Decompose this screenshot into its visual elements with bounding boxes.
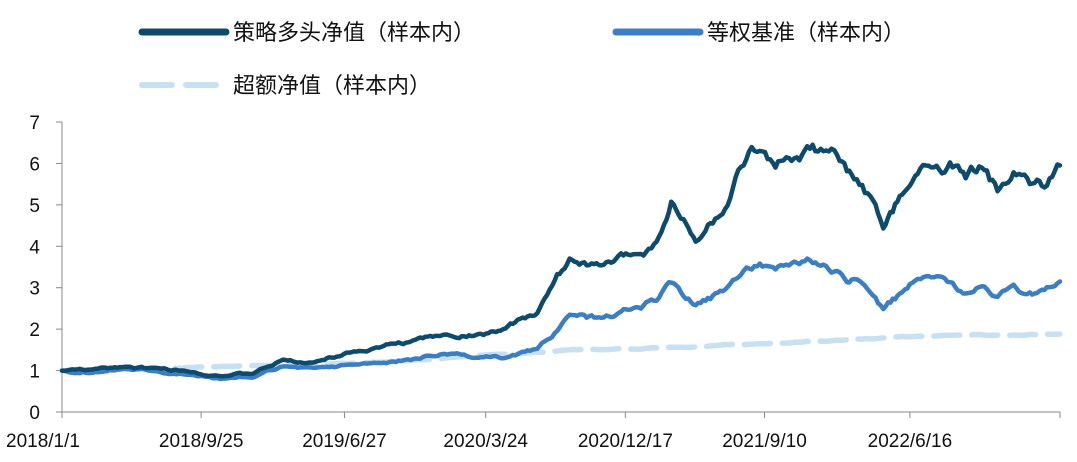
axes: 0 1 2 3 4 5 6 7 2018/1/1 2018/9/25 2019/6/27 2020/3… <box>6 113 1061 452</box>
y-tick-label: 6 <box>29 154 40 175</box>
series-line-2 <box>59 256 1063 382</box>
y-tick-label: 4 <box>29 237 40 258</box>
y-tick-label: 2 <box>29 320 40 341</box>
x-tick-label: 2018/1/1 <box>6 431 80 452</box>
series-line-1 <box>59 142 1063 379</box>
plot-area <box>59 142 1063 382</box>
x-tick-label: 2020/12/17 <box>578 431 673 452</box>
x-tick-label: 2018/9/25 <box>159 431 244 452</box>
legend-label: 策略多头净值（样本内） <box>233 21 475 46</box>
legend-label: 超额净值（样本内） <box>233 74 431 99</box>
legend-label: 等权基准（样本内） <box>707 21 905 46</box>
legend: 策略多头净值（样本内） 等权基准（样本内） 超额净值（样本内） <box>138 21 905 99</box>
y-tick-label: 5 <box>29 196 40 217</box>
y-tick-label: 7 <box>29 113 40 134</box>
legend-item-2: 等权基准（样本内） <box>612 21 905 46</box>
series-line-3 <box>59 331 1063 374</box>
y-tick-label: 1 <box>29 362 40 383</box>
x-tick-label: 2021/9/10 <box>722 431 807 452</box>
x-tick-label: 2022/6/16 <box>868 431 953 452</box>
x-tick-label: 2019/6/27 <box>302 431 387 452</box>
x-tick-label: 2020/3/24 <box>443 431 528 452</box>
y-tick-label: 0 <box>29 403 40 424</box>
legend-item-1: 策略多头净值（样本内） <box>138 21 475 46</box>
y-tick-label: 3 <box>29 279 40 300</box>
legend-item-3: 超额净值（样本内） <box>139 74 431 99</box>
